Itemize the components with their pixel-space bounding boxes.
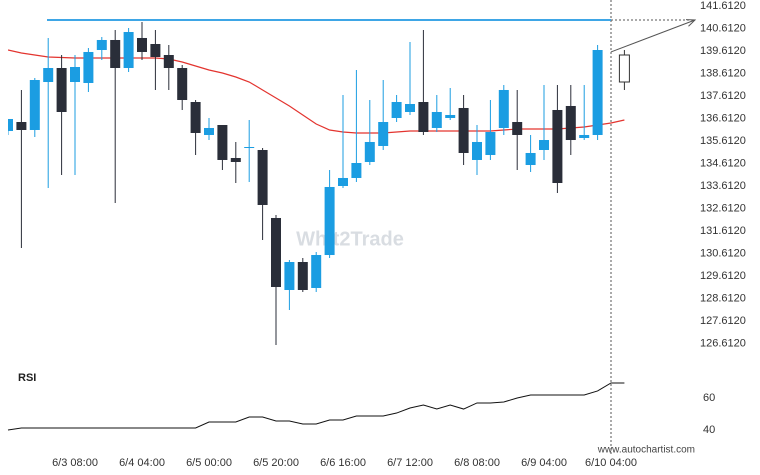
candle-body xyxy=(257,149,268,205)
forecast-arrow xyxy=(610,19,696,53)
candle-body xyxy=(391,102,402,119)
candle-body xyxy=(472,141,482,160)
candle-body xyxy=(418,102,429,132)
candle-body xyxy=(539,140,549,150)
candle-body xyxy=(244,147,255,149)
watermark: Whit2Trade xyxy=(296,228,404,250)
price-plot xyxy=(8,21,625,346)
candle-body xyxy=(43,68,54,83)
y-tick-label: 130.6120 xyxy=(700,247,746,259)
candle-body xyxy=(351,163,362,178)
candle-body xyxy=(217,124,228,160)
candle-body xyxy=(579,134,590,139)
y-tick-label: 141.6120 xyxy=(700,0,746,12)
candle-body xyxy=(284,262,295,290)
candle-body xyxy=(271,217,281,288)
candle-body xyxy=(364,141,375,162)
candle-body xyxy=(485,131,496,155)
rsi-tick-label: 60 xyxy=(703,392,715,404)
candle-body xyxy=(498,89,509,128)
y-tick-label: 138.6120 xyxy=(700,67,746,79)
y-tick-label: 126.6120 xyxy=(700,337,746,349)
candle-body xyxy=(565,105,576,141)
candle-body xyxy=(405,104,415,112)
candle-body xyxy=(324,186,335,256)
y-tick-label: 131.6120 xyxy=(700,225,746,237)
y-tick-label: 133.6120 xyxy=(700,180,746,192)
candle-body xyxy=(445,114,456,119)
candle-body xyxy=(230,158,241,162)
candle-body xyxy=(56,68,67,112)
candle-body xyxy=(204,127,214,135)
candle-body xyxy=(431,111,442,128)
moving-average xyxy=(8,49,625,134)
candle-body xyxy=(137,37,147,52)
x-tick-label: 6/5 00:00 xyxy=(186,457,232,469)
candle-body xyxy=(525,152,536,166)
x-tick-label: 6/6 16:00 xyxy=(320,457,366,469)
rsi-title: RSI xyxy=(18,372,36,384)
y-tick-label: 136.6120 xyxy=(700,112,746,124)
candle-body xyxy=(297,262,308,290)
x-tick-label: 6/3 08:00 xyxy=(52,457,98,469)
y-tick-label: 134.6120 xyxy=(700,157,746,169)
y-tick-label: 139.6120 xyxy=(700,45,746,57)
candle-body xyxy=(338,177,348,186)
candle-body xyxy=(458,107,469,153)
candle-body xyxy=(163,55,174,69)
candle-body xyxy=(378,122,389,146)
x-tick-label: 6/8 08:00 xyxy=(454,457,500,469)
x-tick-label: 6/10 04:00 xyxy=(585,457,637,469)
y-tick-label: 127.6120 xyxy=(700,315,746,327)
candle-body xyxy=(16,122,27,130)
rsi-tick-label: 40 xyxy=(703,424,715,436)
candle-body xyxy=(29,79,40,130)
y-tick-label: 129.6120 xyxy=(700,270,746,282)
candle-body xyxy=(70,66,80,83)
rsi-line xyxy=(7,382,625,431)
x-tick-label: 6/5 20:00 xyxy=(253,457,299,469)
source: www.autochartist.com xyxy=(597,445,695,456)
candle-body xyxy=(190,102,201,133)
candle-body xyxy=(83,51,94,83)
candle-body xyxy=(592,50,603,135)
candle-body xyxy=(552,109,563,184)
candle-body xyxy=(512,122,523,135)
candle-body xyxy=(177,68,188,101)
x-tick-label: 6/7 12:00 xyxy=(387,457,433,469)
x-tick-label: 6/4 04:00 xyxy=(119,457,165,469)
y-tick-label: 140.6120 xyxy=(700,22,746,34)
y-tick-label: 137.6120 xyxy=(700,90,746,102)
y-tick-label: 128.6120 xyxy=(700,292,746,304)
candle-body xyxy=(150,43,161,58)
candle-body xyxy=(123,32,134,69)
x-tick-label: 6/9 04:00 xyxy=(521,457,567,469)
arrow-head xyxy=(685,19,697,27)
candle-body xyxy=(96,39,107,51)
y-tick-label: 135.6120 xyxy=(700,135,746,147)
candle-body xyxy=(110,39,121,69)
candle-body xyxy=(8,118,13,132)
y-tick-label: 132.6120 xyxy=(700,202,746,214)
candle-body xyxy=(311,255,322,288)
projection-body xyxy=(618,54,630,83)
